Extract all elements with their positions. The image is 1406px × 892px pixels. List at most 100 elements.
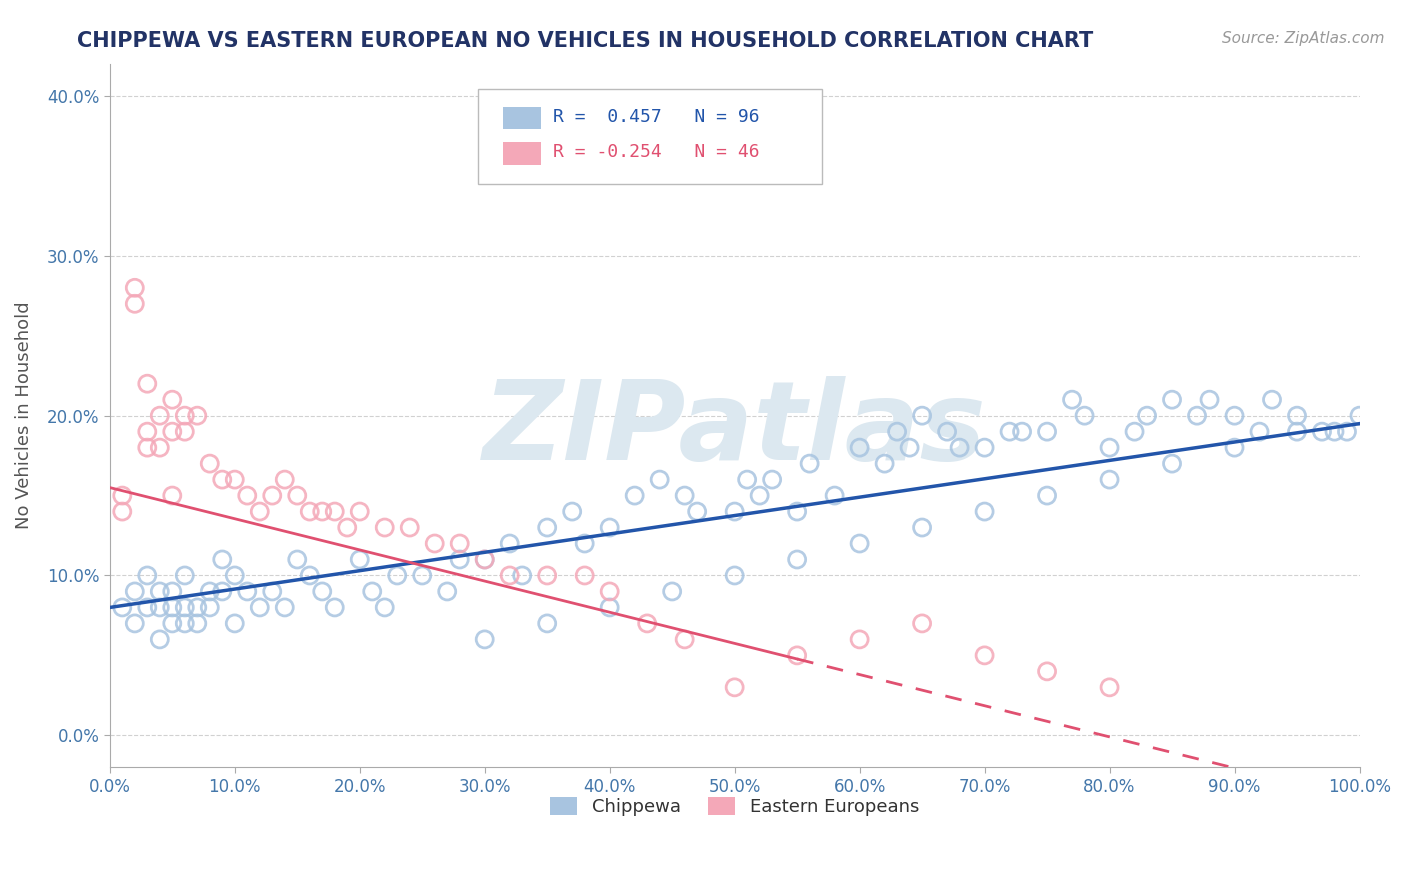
Point — [724, 504, 747, 518]
Point — [973, 648, 995, 663]
Point — [136, 376, 159, 391]
Point — [848, 632, 870, 647]
Point — [274, 473, 297, 487]
Point — [262, 489, 284, 503]
Point — [648, 473, 671, 487]
Point — [561, 504, 583, 518]
Point — [162, 616, 184, 631]
Point — [474, 552, 496, 566]
Point — [761, 473, 783, 487]
Point — [162, 392, 184, 407]
Point — [124, 584, 146, 599]
Point — [149, 632, 172, 647]
Point — [198, 600, 221, 615]
Point — [1011, 425, 1033, 439]
Point — [285, 489, 308, 503]
Point — [374, 600, 396, 615]
Point — [886, 425, 908, 439]
Point — [474, 552, 496, 566]
Point — [111, 489, 134, 503]
Point — [224, 616, 246, 631]
Point — [136, 441, 159, 455]
Point — [173, 616, 195, 631]
Point — [274, 600, 297, 615]
Point — [848, 536, 870, 550]
FancyBboxPatch shape — [503, 142, 541, 165]
Point — [949, 441, 972, 455]
Point — [162, 489, 184, 503]
Point — [149, 441, 172, 455]
Point — [1161, 392, 1184, 407]
Point — [599, 600, 621, 615]
Text: Source: ZipAtlas.com: Source: ZipAtlas.com — [1222, 31, 1385, 46]
FancyBboxPatch shape — [503, 107, 541, 129]
Point — [1285, 425, 1308, 439]
Point — [686, 504, 709, 518]
Point — [249, 504, 271, 518]
Point — [1285, 409, 1308, 423]
Point — [536, 616, 558, 631]
Point — [423, 536, 446, 550]
Point — [1249, 425, 1271, 439]
Point — [824, 489, 846, 503]
Point — [724, 681, 747, 695]
Point — [911, 409, 934, 423]
Point — [436, 584, 458, 599]
Point — [1073, 409, 1095, 423]
Point — [1223, 441, 1246, 455]
Point — [636, 616, 658, 631]
Point — [211, 552, 233, 566]
Point — [1098, 681, 1121, 695]
Point — [1323, 425, 1346, 439]
Point — [224, 568, 246, 582]
Point — [1098, 441, 1121, 455]
Point — [236, 489, 259, 503]
Point — [998, 425, 1021, 439]
Point — [1348, 409, 1371, 423]
Point — [449, 536, 471, 550]
Text: R = -0.254   N = 46: R = -0.254 N = 46 — [554, 143, 761, 161]
Point — [1098, 473, 1121, 487]
Point — [111, 504, 134, 518]
Point — [136, 568, 159, 582]
Point — [186, 616, 208, 631]
Point — [1161, 457, 1184, 471]
Point — [374, 520, 396, 534]
Point — [387, 568, 409, 582]
Point — [898, 441, 921, 455]
Point — [136, 425, 159, 439]
Point — [1136, 409, 1159, 423]
Point — [349, 504, 371, 518]
Point — [499, 568, 522, 582]
Point — [411, 568, 433, 582]
Point — [536, 520, 558, 534]
Point — [136, 600, 159, 615]
Point — [786, 504, 808, 518]
Point — [973, 441, 995, 455]
Point — [673, 632, 696, 647]
Point — [848, 441, 870, 455]
Point — [398, 520, 420, 534]
Point — [724, 568, 747, 582]
Point — [298, 568, 321, 582]
Point — [162, 425, 184, 439]
Point — [173, 600, 195, 615]
Point — [748, 489, 770, 503]
Point — [311, 584, 333, 599]
Point — [474, 632, 496, 647]
Point — [599, 584, 621, 599]
Point — [198, 584, 221, 599]
Text: ZIPatlas: ZIPatlas — [482, 376, 987, 483]
Point — [1198, 392, 1220, 407]
Point — [1123, 425, 1146, 439]
Point — [186, 409, 208, 423]
Point — [323, 600, 346, 615]
Point — [599, 520, 621, 534]
Point — [149, 600, 172, 615]
Point — [911, 616, 934, 631]
Point — [224, 473, 246, 487]
Point — [936, 425, 959, 439]
Point — [449, 552, 471, 566]
Point — [1036, 425, 1059, 439]
Point — [1223, 409, 1246, 423]
